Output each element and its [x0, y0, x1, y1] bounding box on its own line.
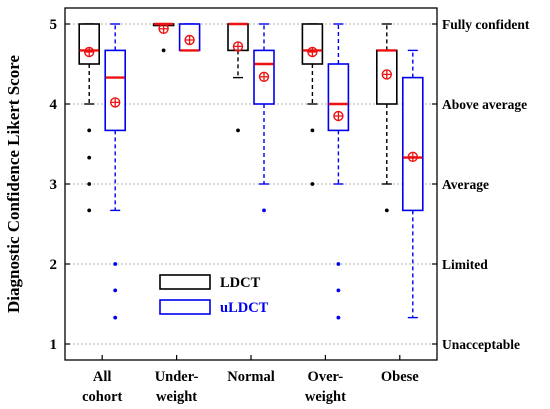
outlier-point: [87, 155, 92, 160]
mean-marker: [381, 69, 392, 80]
box-iqr: [104, 49, 126, 132]
outlier-point: [384, 208, 389, 213]
box-ldct-1: [152, 22, 175, 53]
outlier-point: [262, 208, 266, 213]
outlier-point: [310, 182, 315, 186]
x-tick-label: Obese: [381, 369, 419, 385]
y-axis-label: Diagnostic Confidence Likert Score: [4, 55, 23, 313]
right-tick-label: Above average: [442, 97, 527, 112]
y-tick-label: 4: [50, 97, 58, 113]
y-axis: 1 2 3 4 5: [50, 17, 70, 353]
outlier-point: [236, 128, 240, 133]
legend: LDCT uLDCT: [159, 274, 269, 316]
x-tick-label: weight: [305, 389, 346, 405]
mean-marker: [232, 41, 244, 52]
legend-swatch: [159, 274, 211, 290]
box-uldct-3: [327, 23, 350, 320]
legend-entry-ldct: LDCT: [159, 274, 261, 291]
outlier-point: [87, 128, 92, 133]
legend-entry-uldct: uLDCT: [159, 299, 269, 316]
gridlines: [65, 23, 437, 345]
mean-marker: [258, 71, 270, 83]
x-tick-label: weight: [156, 389, 197, 405]
right-tick-label: Limited: [442, 257, 488, 272]
outlier-point: [310, 128, 315, 133]
box-groups: [78, 22, 424, 320]
box-iqr: [327, 63, 350, 132]
mean-marker: [407, 151, 418, 163]
outlier-point: [336, 315, 341, 320]
x-tick-label: cohort: [82, 389, 122, 405]
outlier-point: [336, 288, 341, 293]
outlier-point: [161, 48, 166, 53]
mean-marker: [109, 97, 121, 108]
mean-marker: [333, 110, 344, 122]
right-axis: Fully confident Above average Average Limit…: [432, 17, 530, 352]
mean-marker: [307, 46, 318, 58]
x-axis: All cohort Under-weight Normal Over-weight Ob…: [82, 355, 419, 405]
y-tick-label: 1: [50, 337, 58, 353]
outlier-point: [113, 288, 118, 293]
mean-marker: [83, 46, 95, 58]
legend-label: uLDCT: [220, 300, 269, 316]
right-tick-label: Fully confident: [442, 17, 530, 32]
x-tick-label: Normal: [227, 369, 275, 385]
outlier-point: [87, 208, 92, 213]
y-tick-label: 2: [50, 257, 58, 273]
y-tick-label: 5: [50, 17, 58, 33]
right-tick-label: Unacceptable: [442, 337, 520, 352]
box-iqr: [78, 23, 100, 65]
mean-marker: [184, 34, 195, 46]
box-iqr: [401, 76, 424, 212]
box-uldct-2: [253, 23, 275, 213]
x-tick-label: Over-: [308, 369, 344, 385]
outlier-point: [113, 262, 118, 266]
y-tick-label: 3: [50, 177, 58, 193]
outlier-point: [336, 262, 341, 266]
box-uldct-1: [178, 23, 201, 52]
box-iqr: [301, 23, 324, 65]
right-tick-label: Average: [442, 177, 489, 192]
box-ldct-3: [301, 23, 324, 186]
box-ldct-4: [375, 23, 398, 213]
box-uldct-0: [104, 23, 126, 320]
legend-swatch: [159, 299, 211, 315]
box-ldct-0: [78, 23, 100, 213]
box-ldct-2: [227, 22, 249, 133]
box-uldct-4: [401, 49, 424, 319]
mean-marker: [158, 23, 169, 34]
legend-label: LDCT: [220, 275, 261, 291]
outlier-point: [113, 315, 118, 320]
x-tick-label: Under-: [155, 369, 199, 385]
x-tick-label: All: [93, 369, 112, 385]
outlier-point: [87, 182, 92, 186]
